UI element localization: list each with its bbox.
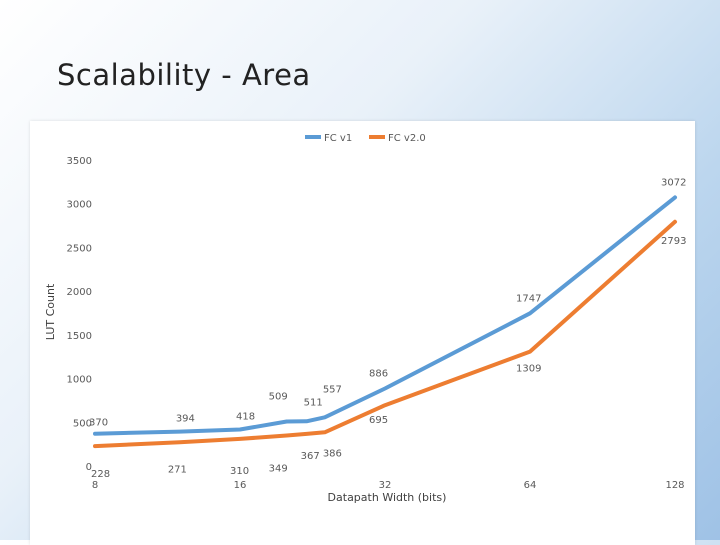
y-tick-label: 1000	[67, 375, 92, 386]
data-label: 370	[89, 418, 108, 429]
series-line-2	[93, 219, 677, 449]
data-label: 511	[304, 397, 323, 408]
data-label: 394	[176, 414, 195, 425]
legend-label: FC v2.0	[388, 133, 426, 144]
y-axis-ticks: 0 500 1000 1500 2000 2500 3000 3500	[67, 156, 92, 473]
data-label: 2793	[661, 236, 686, 247]
data-label: 386	[323, 448, 342, 459]
y-tick-label: 3000	[67, 200, 92, 211]
slide-title: Scalability - Area	[57, 58, 311, 92]
data-label: 310	[230, 466, 249, 477]
x-tick-label: 64	[524, 480, 537, 491]
data-label: 1747	[516, 293, 541, 304]
y-tick-label: 2500	[67, 243, 92, 254]
y-axis-title: LUT Count	[44, 283, 57, 340]
y-tick-label: 3500	[67, 156, 92, 167]
x-tick-label: 8	[92, 480, 98, 491]
chart-legend: FC v1 FC v2.0	[305, 133, 426, 144]
y-tick-label: 0	[86, 462, 92, 473]
y-tick-label: 1500	[67, 331, 92, 342]
y-tick-label: 500	[73, 418, 92, 429]
x-tick-label: 128	[665, 480, 684, 491]
x-axis-title: Datapath Width (bits)	[328, 491, 447, 504]
y-tick-label: 2000	[67, 287, 92, 298]
x-tick-label: 16	[234, 480, 247, 491]
legend-label: FC v1	[324, 133, 352, 144]
series-lines	[93, 195, 677, 449]
data-label: 367	[301, 451, 320, 462]
data-label: 3072	[661, 177, 686, 188]
x-tick-label: 32	[379, 480, 392, 491]
data-label: 418	[236, 411, 255, 422]
data-label: 557	[323, 384, 342, 395]
series-line-1	[93, 195, 677, 436]
data-label: 349	[269, 463, 288, 474]
data-label: 886	[369, 369, 388, 380]
data-label: 695	[369, 415, 388, 426]
data-label: 228	[91, 469, 110, 480]
data-label: 509	[269, 391, 288, 402]
data-label: 1309	[516, 364, 541, 375]
x-axis-ticks: 8 16 32 64 128	[92, 480, 685, 491]
chart-card	[30, 121, 695, 545]
data-label: 271	[168, 464, 187, 475]
